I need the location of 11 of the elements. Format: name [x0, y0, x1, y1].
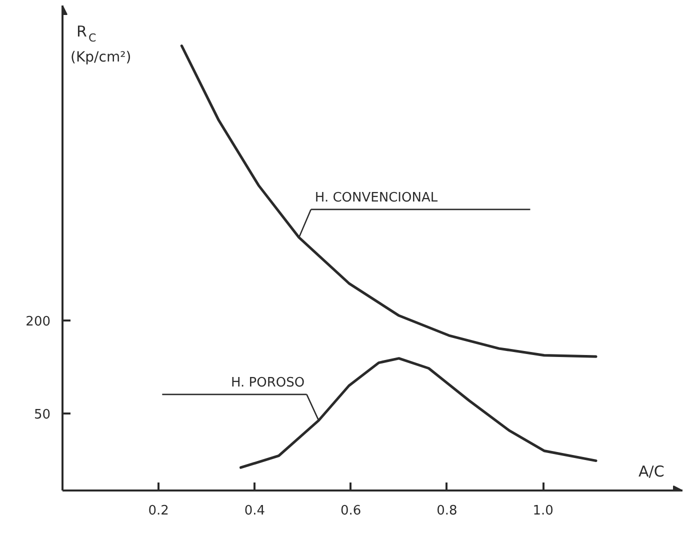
- y-tick-label: 50: [34, 408, 51, 423]
- x-tick-label: 0.8: [436, 504, 458, 518]
- line-series: [180, 44, 598, 358]
- x-tick-label: 0.2: [148, 504, 169, 518]
- text: H. CONVENCIONAL: [314, 190, 438, 206]
- text: H. POROSO: [230, 375, 305, 390]
- x-tick-label: 0.6: [340, 504, 362, 518]
- x-tick-label: 0.4: [244, 504, 266, 518]
- y-tick-label: 200: [26, 314, 51, 330]
- x-axis-title: A/C: [638, 462, 664, 480]
- x-tick-label: 1.0: [532, 504, 554, 518]
